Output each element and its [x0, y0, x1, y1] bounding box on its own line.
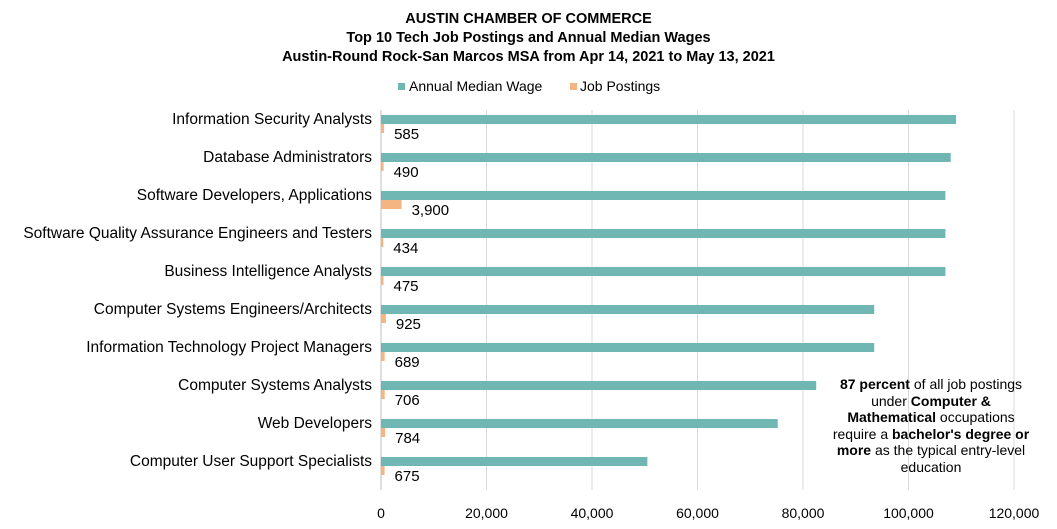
x-tick-label: 120,000 [989, 505, 1040, 521]
postings-bar [381, 314, 386, 323]
x-tick-label: 0 [377, 505, 385, 521]
legend-label-postings: Job Postings [580, 78, 660, 94]
note-bold-degree: bachelor's degree or more [836, 425, 1030, 459]
postings-bar [381, 466, 385, 475]
postings-bar [381, 124, 385, 133]
wage-bar [381, 457, 648, 466]
category-label: Information Technology Project Managers [86, 339, 372, 356]
postings-bar [381, 390, 385, 399]
category-label: Web Developers [258, 415, 373, 432]
wage-bar [381, 153, 951, 162]
wage-bar [381, 343, 875, 352]
postings-bar [381, 162, 384, 171]
postings-data-label: 925 [396, 316, 421, 333]
legend-swatch-postings [570, 83, 577, 90]
wage-bar [381, 267, 946, 276]
annotation-note: 87 percent of all job postings under Com… [826, 376, 1036, 475]
legend-swatch-wage [398, 83, 405, 90]
x-tick-label: 20,000 [465, 505, 508, 521]
chart-title: AUSTIN CHAMBER OF COMMERCE [405, 11, 652, 27]
postings-data-label: 475 [394, 278, 419, 295]
x-tick-label: 100,000 [883, 505, 934, 521]
category-label: Business Intelligence Analysts [164, 263, 372, 280]
postings-bar [381, 200, 402, 209]
wage-bar [381, 305, 875, 314]
postings-data-label: 706 [395, 392, 420, 409]
postings-data-label: 490 [394, 164, 419, 181]
category-label: Computer User Support Specialists [130, 453, 372, 470]
category-label: Software Quality Assurance Engineers and… [23, 225, 372, 242]
postings-data-label: 784 [395, 430, 420, 447]
x-tick-label: 60,000 [676, 505, 719, 521]
x-tick-label: 40,000 [571, 505, 614, 521]
x-tick-label: 80,000 [782, 505, 825, 521]
wage-bar [381, 229, 946, 238]
category-label: Software Developers, Applications [137, 187, 372, 204]
postings-data-label: 675 [395, 468, 420, 485]
note-text-3: as the typical entry-level education [871, 442, 1026, 475]
wage-bar [381, 381, 817, 390]
note-bold-occupation: Computer & Mathematical [847, 392, 991, 426]
chart-region-dates: Austin-Round Rock-San Marcos MSA from Ap… [282, 49, 775, 65]
note-text-1: of all job postings under [871, 376, 1023, 409]
postings-bar [381, 238, 384, 247]
note-bold-percent: 87 percent [839, 376, 910, 392]
postings-bar [381, 276, 384, 285]
category-label: Computer Systems Engineers/Architects [94, 301, 372, 318]
postings-bar [381, 428, 386, 437]
postings-data-label: 689 [395, 354, 420, 371]
category-label: Computer Systems Analysts [178, 377, 372, 394]
postings-bar [381, 352, 385, 361]
category-label: Information Security Analysts [172, 111, 372, 128]
wage-bar [381, 115, 956, 124]
postings-data-label: 585 [394, 126, 419, 143]
postings-data-label: 3,900 [412, 202, 450, 219]
wage-bar [381, 191, 946, 200]
wage-bar [381, 419, 778, 428]
note-text-2: occupations require a [832, 409, 1015, 442]
legend-label-wage: Annual Median Wage [409, 78, 543, 94]
category-label: Database Administrators [203, 149, 372, 166]
chart-subtitle: Top 10 Tech Job Postings and Annual Medi… [346, 30, 711, 46]
postings-data-label: 434 [393, 240, 418, 257]
